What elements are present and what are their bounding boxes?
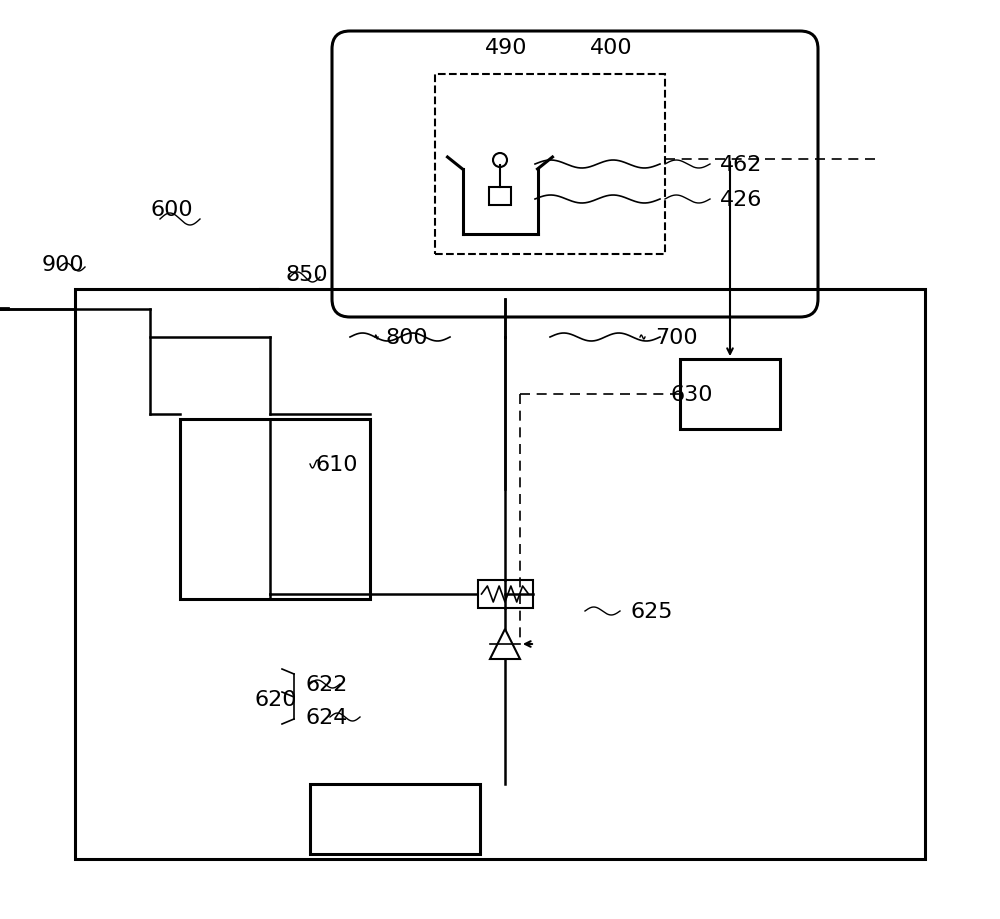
Bar: [478, 581, 532, 608]
Text: 490: 490: [485, 38, 528, 58]
Bar: [180, 420, 370, 599]
Polygon shape: [490, 630, 520, 659]
Text: 630: 630: [670, 384, 712, 404]
Text: 624: 624: [305, 708, 347, 727]
Text: 620: 620: [255, 689, 298, 709]
Text: 610: 610: [315, 455, 358, 474]
Text: 625: 625: [630, 601, 672, 621]
Text: 700: 700: [655, 328, 698, 347]
Bar: [680, 359, 780, 429]
Text: 400: 400: [590, 38, 633, 58]
FancyBboxPatch shape: [489, 187, 511, 206]
Text: 622: 622: [305, 675, 347, 694]
Text: 462: 462: [720, 154, 762, 175]
Text: 426: 426: [720, 190, 762, 210]
Text: 600: 600: [150, 199, 193, 220]
Text: 850: 850: [285, 265, 328, 285]
Circle shape: [493, 153, 507, 168]
Bar: [310, 784, 480, 854]
Text: 900: 900: [42, 255, 85, 275]
Text: 800: 800: [385, 328, 428, 347]
